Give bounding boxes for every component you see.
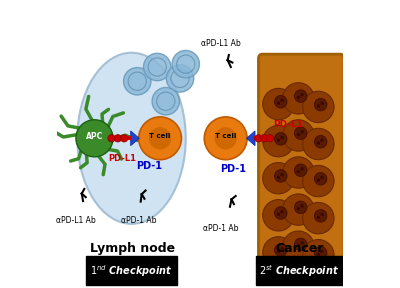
- Text: αPD-1 Ab: αPD-1 Ab: [121, 216, 156, 225]
- Circle shape: [280, 99, 284, 102]
- Circle shape: [108, 134, 115, 142]
- Circle shape: [317, 216, 320, 219]
- Circle shape: [300, 241, 304, 245]
- Text: PD-L1: PD-L1: [108, 154, 136, 163]
- Polygon shape: [131, 131, 139, 146]
- Circle shape: [277, 176, 280, 179]
- Text: $1^{nd}$ Checkpoint: $1^{nd}$ Checkpoint: [90, 263, 173, 278]
- Circle shape: [274, 207, 287, 219]
- Circle shape: [283, 194, 314, 225]
- Circle shape: [274, 96, 287, 108]
- Circle shape: [317, 253, 320, 256]
- Text: PD-L1: PD-L1: [273, 120, 303, 129]
- Circle shape: [263, 162, 294, 194]
- Text: T cell: T cell: [149, 133, 171, 139]
- Circle shape: [274, 244, 287, 256]
- FancyBboxPatch shape: [86, 256, 177, 285]
- Circle shape: [120, 134, 128, 142]
- Circle shape: [294, 90, 307, 102]
- Text: APC: APC: [86, 132, 103, 141]
- Circle shape: [214, 127, 237, 149]
- Circle shape: [300, 204, 304, 208]
- Circle shape: [303, 165, 334, 197]
- Circle shape: [314, 247, 327, 259]
- Circle shape: [277, 250, 280, 253]
- Circle shape: [300, 167, 304, 170]
- Circle shape: [320, 176, 324, 179]
- Circle shape: [280, 247, 284, 250]
- Circle shape: [314, 98, 327, 111]
- Circle shape: [283, 157, 314, 188]
- Circle shape: [297, 96, 300, 99]
- Circle shape: [277, 101, 280, 105]
- Circle shape: [263, 126, 294, 157]
- Circle shape: [280, 173, 284, 176]
- Circle shape: [283, 120, 314, 151]
- Circle shape: [294, 238, 307, 251]
- Circle shape: [263, 88, 294, 120]
- Text: Lymph node: Lymph node: [90, 242, 176, 255]
- Circle shape: [152, 88, 180, 115]
- Circle shape: [294, 127, 307, 139]
- Circle shape: [297, 170, 300, 173]
- Circle shape: [314, 173, 327, 185]
- FancyBboxPatch shape: [256, 256, 343, 285]
- Text: PD-1: PD-1: [136, 160, 162, 170]
- Circle shape: [294, 164, 307, 177]
- Circle shape: [297, 133, 300, 136]
- Circle shape: [277, 213, 280, 216]
- Circle shape: [303, 240, 334, 271]
- Circle shape: [294, 201, 307, 214]
- Text: $2^{st}$ Checkpoint: $2^{st}$ Checkpoint: [259, 263, 339, 278]
- Circle shape: [266, 134, 274, 142]
- Circle shape: [320, 139, 324, 142]
- Text: PD-1: PD-1: [220, 164, 246, 174]
- Text: Cancer: Cancer: [275, 242, 324, 255]
- Circle shape: [280, 210, 284, 213]
- Circle shape: [303, 91, 334, 123]
- Circle shape: [320, 101, 324, 105]
- Circle shape: [277, 139, 280, 142]
- Circle shape: [314, 135, 327, 148]
- Circle shape: [204, 117, 247, 160]
- Circle shape: [283, 83, 314, 114]
- Circle shape: [303, 202, 334, 234]
- Circle shape: [263, 237, 294, 268]
- Circle shape: [317, 104, 320, 108]
- Circle shape: [124, 68, 151, 95]
- Text: T cell: T cell: [215, 133, 236, 139]
- Circle shape: [274, 170, 287, 182]
- Circle shape: [283, 231, 314, 262]
- Text: αPD-L1 Ab: αPD-L1 Ab: [56, 216, 96, 225]
- Circle shape: [114, 134, 122, 142]
- Circle shape: [274, 132, 287, 145]
- Circle shape: [172, 50, 200, 78]
- Polygon shape: [246, 131, 255, 146]
- Circle shape: [263, 200, 294, 231]
- Circle shape: [166, 65, 194, 92]
- Circle shape: [280, 136, 284, 139]
- Circle shape: [297, 207, 300, 211]
- Circle shape: [149, 127, 171, 149]
- Circle shape: [320, 250, 324, 253]
- Circle shape: [320, 213, 324, 216]
- Circle shape: [76, 120, 113, 157]
- Circle shape: [300, 130, 304, 133]
- Circle shape: [314, 210, 327, 222]
- Circle shape: [317, 141, 320, 145]
- Text: αPD-L1 Ab: αPD-L1 Ab: [201, 39, 240, 48]
- Circle shape: [139, 117, 182, 160]
- FancyBboxPatch shape: [258, 54, 344, 268]
- Text: αPD-1 Ab: αPD-1 Ab: [203, 224, 238, 234]
- Circle shape: [303, 128, 334, 160]
- Ellipse shape: [77, 53, 186, 224]
- Circle shape: [255, 134, 262, 142]
- Circle shape: [260, 134, 268, 142]
- Circle shape: [317, 179, 320, 182]
- Circle shape: [144, 53, 171, 81]
- Circle shape: [300, 93, 304, 96]
- Circle shape: [297, 244, 300, 247]
